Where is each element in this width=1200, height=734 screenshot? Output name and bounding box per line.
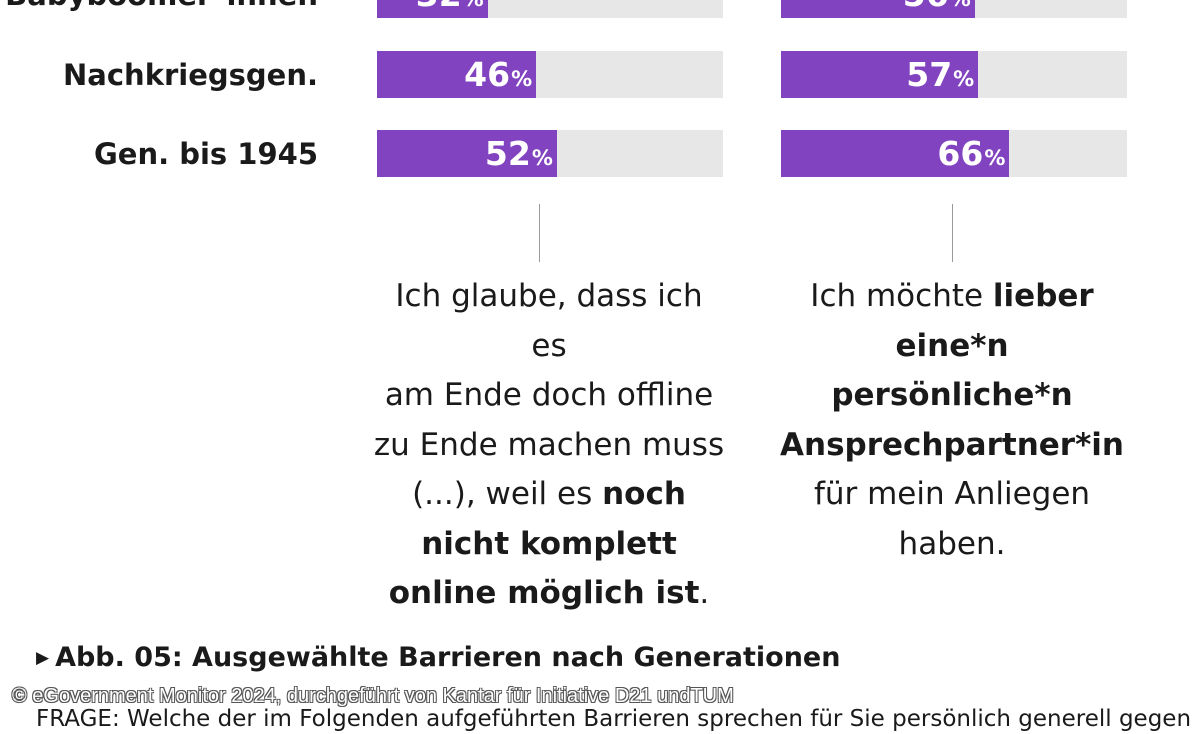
caption-line: Ich möchte lieber (776, 272, 1128, 322)
caption-text: online möglich ist (388, 575, 700, 611)
caption-line: haben. (776, 520, 1128, 570)
bar-value-unit: % (953, 67, 975, 91)
bar-track: 52% (377, 130, 723, 177)
bar-value-number: 56 (903, 0, 949, 14)
caption-line: für mein Anliegen (776, 470, 1128, 520)
caption-line: Ich glaube, dass ich es (373, 272, 725, 371)
bar-value-label: 52% (485, 130, 553, 182)
bar-track: 57% (781, 51, 1127, 98)
row-label: Gen. bis 1945 (94, 137, 318, 171)
bar-value-unit: % (511, 67, 533, 91)
caption-text: haben. (898, 525, 1006, 562)
bar-value-unit: % (984, 146, 1006, 170)
caption-line: nicht komplett (373, 520, 725, 570)
bar-value-unit: % (463, 0, 484, 11)
caption-text: für mein Anliegen (813, 476, 1091, 512)
bar-track: 66% (781, 130, 1127, 177)
bar-value-label: 56% (903, 0, 971, 23)
bar-track: 32% (377, 0, 723, 18)
triangle-right-icon: ▶ (36, 648, 50, 668)
caption-text: nicht komplett (421, 525, 677, 562)
caption-line: Ansprechpartner*in (776, 421, 1128, 471)
caption-text: zu Ende machen muss (373, 426, 725, 463)
bar-value-number: 32 (416, 0, 462, 14)
caption-text: Ich glaube, dass ich es (395, 278, 703, 364)
caption-text: . (699, 575, 710, 611)
caption-text: noch (602, 476, 686, 512)
bar: 46% (377, 51, 537, 98)
bar-value-label: 46% (464, 51, 532, 103)
caption-line: zu Ende machen muss (373, 421, 725, 471)
caption-text: Ansprechpartner*in (780, 426, 1124, 463)
bar: 32% (377, 0, 488, 18)
connector-line (539, 204, 540, 262)
bar-value-unit: % (531, 146, 553, 170)
bar-value-number: 46 (464, 55, 511, 94)
barrier-caption: Ich glaube, dass ich es am Ende doch offl… (373, 272, 725, 619)
caption-line: eine*n persönliche*n (776, 322, 1128, 421)
bar: 56% (781, 0, 975, 18)
caption-line: online möglich ist. (373, 569, 725, 619)
row-label: Babyboomer*innen (0, 0, 318, 19)
bar-track: 56% (781, 0, 1127, 18)
bar-value-label: 57% (906, 51, 974, 103)
copyright-watermark: © eGovernment Monitor 2024, durchgeführt… (12, 685, 734, 707)
question-text: FRAGE: Welche der im Folgenden aufgeführ… (36, 706, 1192, 732)
caption-text: lieber (992, 278, 1094, 314)
barrier-caption: Ich möchte lieber eine*n persönliche*n Ans… (776, 272, 1128, 569)
bar-value-number: 66 (937, 134, 984, 173)
bar-value-label: 32% (416, 0, 484, 23)
caption-text: (...), weil es (412, 476, 603, 512)
bar-value-number: 52 (484, 134, 531, 173)
caption-text: Ich möchte (810, 278, 993, 314)
figure-title: ▶ Abb. 05: Ausgewählte Barrieren nach Gen… (36, 642, 840, 673)
connector-line (952, 204, 953, 262)
figure-title-text: Abb. 05: Ausgewählte Barrieren nach Gene… (55, 642, 841, 673)
bar-value-number: 57 (906, 55, 953, 94)
caption-text: eine*n persönliche*n (831, 327, 1073, 414)
bar: 52% (377, 130, 557, 177)
bar: 57% (781, 51, 979, 98)
bar-track: 46% (377, 51, 723, 98)
row-label: Nachkriegsgen. (63, 58, 318, 92)
caption-line: (...), weil es noch (373, 470, 725, 520)
caption-line: am Ende doch offline (373, 371, 725, 421)
bar: 66% (781, 130, 1010, 177)
caption-text: am Ende doch offline (384, 377, 714, 413)
bar-value-label: 66% (937, 130, 1005, 182)
bar-value-unit: % (950, 0, 971, 11)
